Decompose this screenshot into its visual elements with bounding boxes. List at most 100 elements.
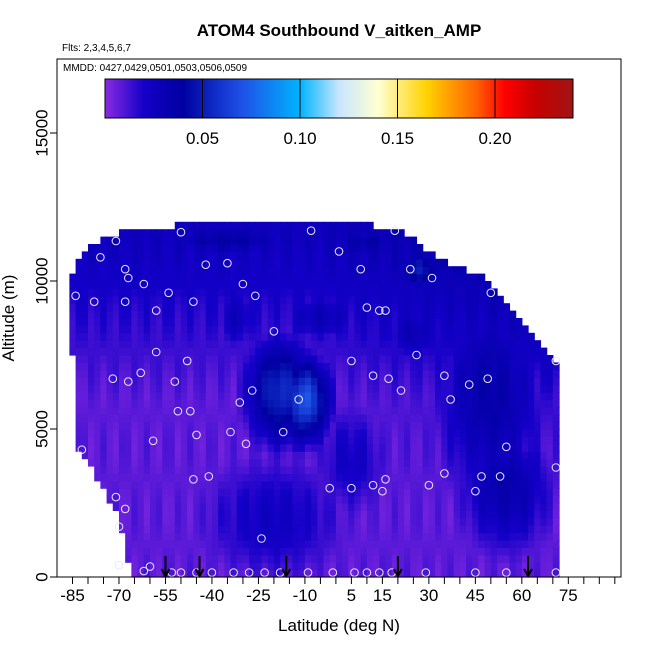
heat-cell [249,251,256,260]
heat-cell [199,547,207,556]
heat-cell [273,281,281,289]
heat-cell [230,488,238,497]
heat-cell [503,540,511,548]
heat-cell [385,384,393,393]
heat-cell [261,547,269,556]
heat-cell [360,347,368,356]
heat-cell [354,258,362,267]
heat-cell [143,443,151,452]
heat-cell [416,510,424,519]
heat-cell [453,266,461,275]
heat-cell [546,554,554,563]
heat-cell [335,221,343,230]
heat-cell [311,466,318,474]
heat-cell [366,347,374,356]
heat-cell [329,295,337,304]
heat-cell [342,510,349,519]
heat-cell [112,503,120,511]
heat-cell [106,266,114,275]
observation-point [328,568,338,577]
heat-cell [218,547,225,556]
heat-cell [441,429,449,437]
heat-cell [342,443,349,452]
heat-cell [459,347,467,356]
heat-cell [69,332,77,341]
heat-cell [323,347,331,356]
heat-cell [125,525,132,534]
heat-cell [255,369,263,378]
heat-cell [280,281,287,289]
heat-cell [236,303,244,312]
heat-cell [230,303,238,312]
heat-cell [546,451,554,460]
heat-cell [534,377,542,386]
observation-point [356,264,366,274]
heat-cell [404,510,411,519]
heat-cell [143,495,151,504]
heat-cell [528,488,535,497]
heat-cell [280,355,287,363]
heat-cell [515,392,523,400]
heat-cell [292,266,300,275]
heat-cell [410,517,418,526]
heat-cell [156,532,163,541]
heat-cell [162,503,170,511]
heat-cell [286,517,294,526]
heat-cell [112,495,120,504]
heat-cell [193,421,201,430]
heat-cell [224,517,232,526]
heat-cell [255,436,263,445]
heat-cell [168,414,176,423]
heat-cell [317,221,325,230]
heat-cell [379,554,387,563]
heat-cell [267,562,275,571]
heat-cell [199,510,207,519]
heat-cell [472,473,480,482]
heat-cell [304,251,312,260]
heat-cell [131,377,139,386]
heat-cell [342,451,349,460]
heat-cell [156,503,163,511]
heat-cell [304,392,312,400]
observation-point [148,436,158,446]
heat-cell [162,392,170,400]
heat-cell [311,288,318,297]
heat-cell [391,273,399,282]
heat-cell [317,377,325,386]
observation-point [139,279,149,289]
heat-cell [125,458,132,467]
heat-cell [323,429,331,437]
heat-cell [410,436,418,445]
heat-cell [118,473,126,482]
heat-cell [224,429,232,437]
heat-cell [323,377,331,386]
heat-cell [311,503,318,511]
heat-cell [484,362,492,371]
heat-cell [528,540,535,548]
heat-cell [441,362,449,371]
heat-cell [236,429,244,437]
heat-cell [447,451,455,460]
heat-cell [528,362,535,371]
heat-cell [447,332,455,341]
heat-cell [447,510,455,519]
heat-cell [515,384,523,393]
heat-cell [317,458,325,467]
heat-cell [143,547,151,556]
heat-cell [509,318,517,326]
heat-cell [255,310,263,319]
observation-point [375,306,384,315]
heat-cell [125,392,132,400]
heat-cell [125,466,132,474]
heat-cell [329,458,337,467]
heat-cell [521,569,529,578]
heat-cell [509,429,517,437]
heat-cell [81,369,89,378]
heat-cell [125,258,132,267]
heat-cell [162,244,170,252]
heat-cell [255,540,263,548]
heat-cell [391,399,399,408]
heat-cell [360,421,368,430]
heat-cell [360,569,368,578]
heat-cell [422,362,430,371]
